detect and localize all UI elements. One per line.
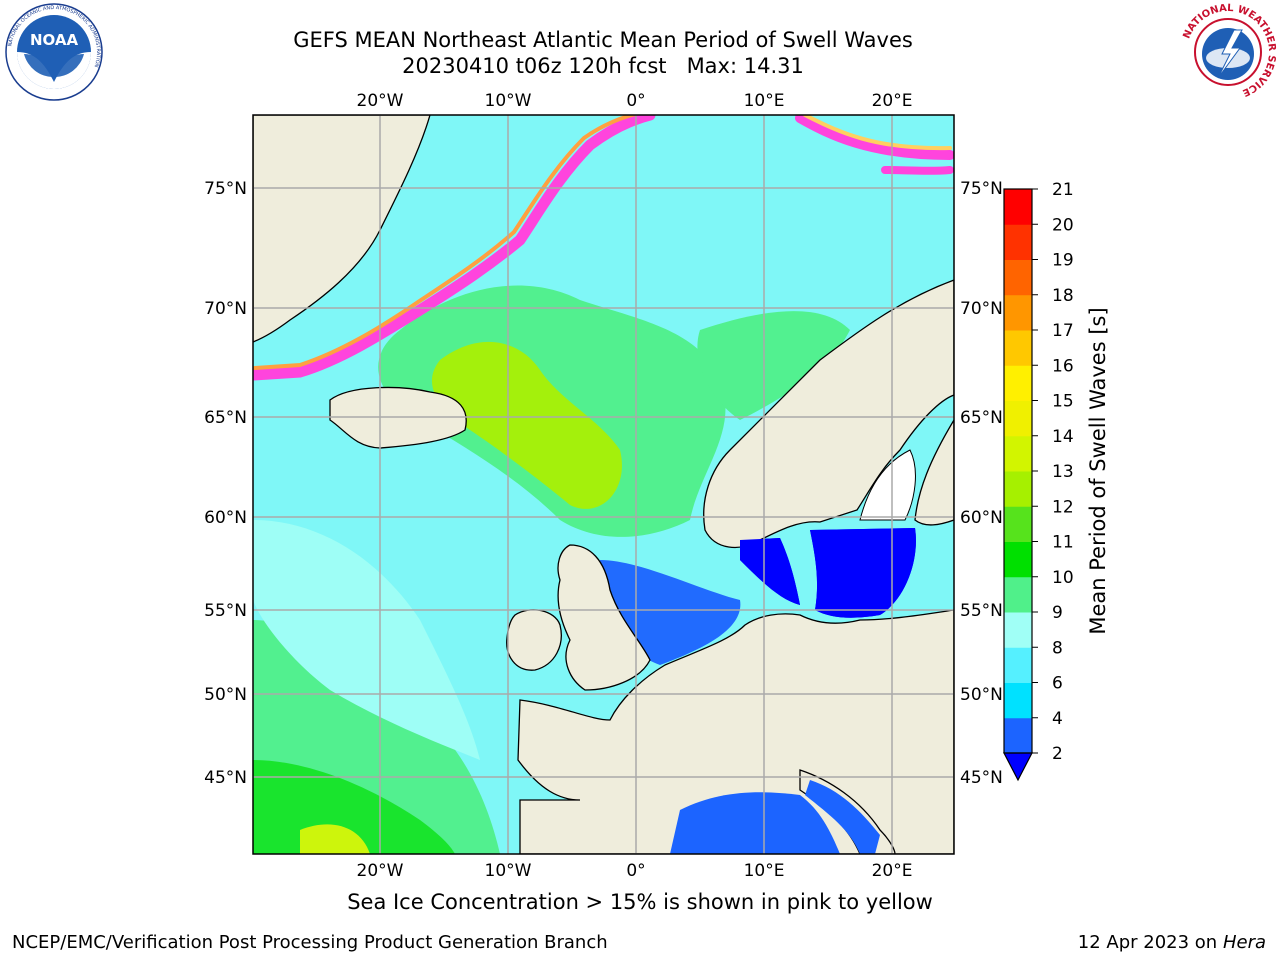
colorbar-swatch [1004, 647, 1032, 683]
yellow-field-south [300, 824, 370, 854]
lat-label-left: 55°N [204, 601, 247, 621]
lon-label-bottom: 20°E [872, 861, 913, 881]
colorbar-swatch [1004, 717, 1032, 754]
lat-label-right: 75°N [960, 179, 1003, 199]
lat-label-left: 70°N [204, 299, 247, 319]
colorbar-tick-label: 20 [1052, 215, 1074, 235]
britain-land [557, 544, 651, 691]
colorbar-swatch [1004, 189, 1032, 225]
map-area [253, 115, 954, 854]
colorbar-swatch [1004, 294, 1032, 331]
colorbar-swatch [1004, 400, 1032, 437]
mediterranean-water [670, 792, 840, 854]
colorbar-tick-label: 8 [1052, 638, 1063, 658]
colorbar-swatch [1004, 506, 1032, 542]
colorbar-swatch [1004, 435, 1032, 472]
lon-label-top: 10°E [744, 91, 785, 111]
colorbar-tick-label: 11 [1052, 533, 1074, 553]
colorbar: 2 4 6 8 9 10 11 12 13 14 15 16 17 18 19 20 21 [1003, 180, 1074, 782]
colorbar-tick-label: 9 [1052, 603, 1063, 623]
lat-label-right: 55°N [960, 601, 1003, 621]
iceland-land [329, 386, 467, 449]
lon-label-top: 20°E [872, 91, 913, 111]
colorbar-swatch [1004, 330, 1032, 366]
footer-credit: NCEP/EMC/Verification Post Processing Pr… [12, 932, 608, 953]
colorbar-tick-label: 6 [1052, 674, 1063, 694]
gulf-of-bothnia-nodata [859, 449, 916, 521]
lat-label-left: 50°N [204, 685, 247, 705]
lat-label-right: 70°N [960, 299, 1003, 319]
colorbar-tick-label: 19 [1052, 251, 1074, 271]
lon-label-top: 20°W [357, 91, 404, 111]
light-field-west [253, 520, 480, 760]
colorbar-extend-arrow [1003, 752, 1033, 782]
footer-date-text: 12 Apr 2023 on [1077, 932, 1218, 953]
lon-label-bottom: 0° [626, 861, 645, 881]
finland-land [914, 418, 954, 526]
colorbar-swatch [1004, 576, 1032, 613]
ice-edge-yellow-svalbard [803, 115, 952, 151]
lat-label-left: 65°N [204, 408, 247, 428]
nws-logo: NATIONAL WEATHER SERVICE [1180, 3, 1277, 100]
lon-label-bottom: 10°W [485, 861, 532, 881]
colorbar-tick-label: 12 [1052, 497, 1074, 517]
lat-label-right: 60°N [960, 508, 1003, 528]
lat-label-right: 50°N [960, 685, 1003, 705]
colorbar-tick-label: 18 [1052, 286, 1074, 306]
sea-ice-note: Sea Ice Concentration > 15% is shown in … [347, 890, 933, 914]
footer-date: 12 Apr 2023 on Hera [1078, 932, 1266, 953]
colorbar-swatch [1004, 365, 1032, 401]
yellowgreen-field-north [431, 341, 622, 509]
lat-label-right: 65°N [960, 408, 1003, 428]
lon-label-top: 10°W [485, 91, 532, 111]
lat-label-right: 45°N [960, 768, 1003, 788]
colorbar-swatch [1004, 224, 1032, 260]
colorbar-tick-label: 15 [1052, 392, 1074, 412]
chart-title: GEFS MEAN Northeast Atlantic Mean Period… [293, 28, 913, 52]
ice-edge-pink-svalbard [795, 115, 954, 160]
lon-label-bottom: 10°E [744, 861, 785, 881]
chart-subtitle: 20230410 t06z 120h fcst Max: 14.31 [402, 54, 804, 78]
colorbar-tick-label: 2 [1052, 744, 1063, 764]
svg-text:NOAA: NOAA [30, 31, 79, 49]
colorbar-swatch [1004, 541, 1032, 578]
baltic-sea-water [810, 528, 916, 618]
skagerrak-water [740, 538, 800, 605]
colorbar-tick-label: 4 [1052, 709, 1063, 729]
graticule [253, 115, 954, 854]
colorbar-swatch [1004, 612, 1032, 648]
footer-host: Hera [1222, 932, 1266, 953]
lon-label-bottom: 20°W [357, 861, 404, 881]
colorbar-tick-label: 14 [1052, 427, 1074, 447]
lat-label-left: 60°N [204, 508, 247, 528]
ice-edge-barents [881, 166, 954, 175]
lat-label-left: 45°N [204, 768, 247, 788]
colorbar-tick-label: 21 [1052, 180, 1074, 200]
colorbar-swatch [1004, 259, 1032, 296]
axis-labels: 20°W 20°W 10°W 10°W 0° 0° 10°E 10°E 20°E 20°E 75°N… [204, 91, 1003, 881]
colorbar-swatch [1004, 682, 1032, 719]
colorbar-tick-label: 17 [1052, 321, 1074, 341]
lat-label-left: 75°N [204, 179, 247, 199]
colorbar-label: Mean Period of Swell Waves [s] [1086, 307, 1110, 634]
colorbar-tick-label: 16 [1052, 356, 1074, 376]
greenland-land [253, 115, 431, 343]
lon-label-top: 0° [626, 91, 645, 111]
green-field-east [697, 311, 850, 420]
ice-edge-orange [253, 115, 640, 370]
colorbar-swatch [1004, 471, 1032, 507]
map-frame [252, 114, 955, 855]
colorbar-tick-label: 13 [1052, 462, 1074, 482]
noaa-logo: NOAA NATIONAL OCEANIC AND ATMOSPHERIC AD… [5, 3, 103, 101]
colorbar-tick-label: 10 [1052, 568, 1074, 588]
adriatic-water [805, 780, 880, 854]
